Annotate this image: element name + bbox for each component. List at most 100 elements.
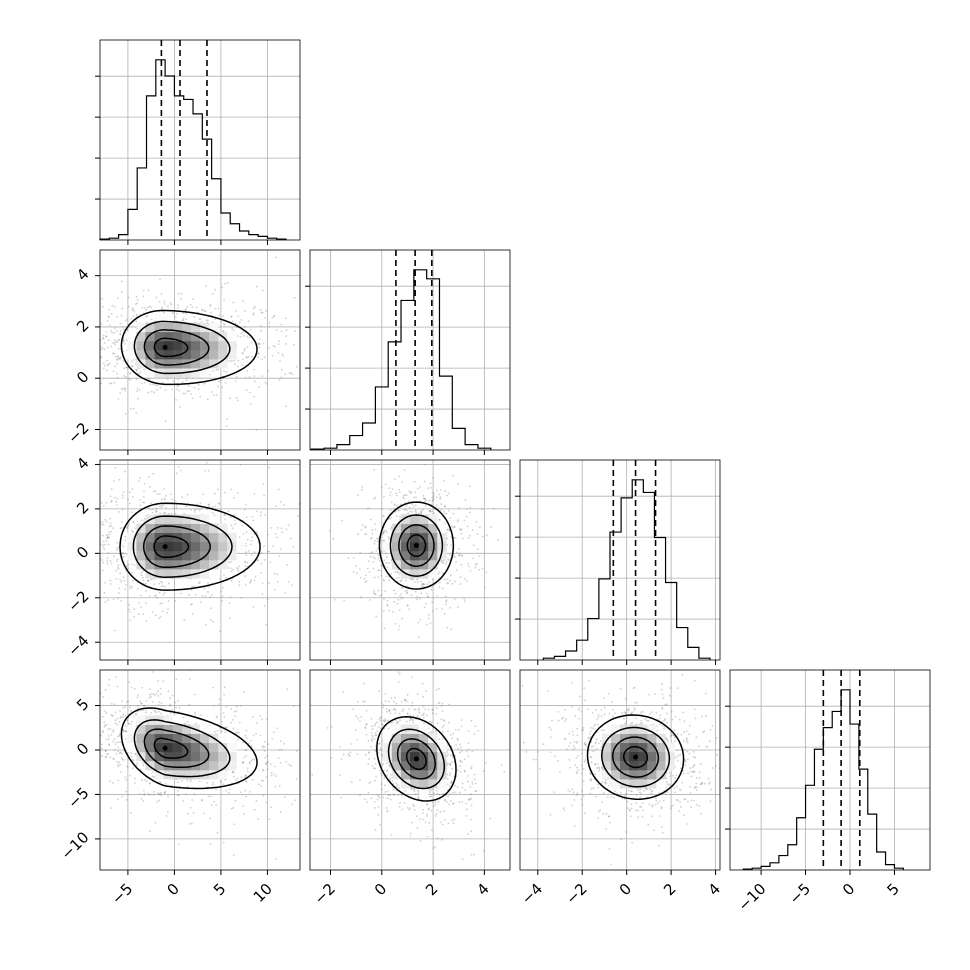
scatter-point [323,551,325,553]
density-cell [190,560,201,570]
scatter-point [95,567,97,569]
scatter-point [108,743,110,746]
scatter-point [280,368,283,371]
scatter-point [153,391,155,394]
scatter-point [154,510,157,513]
scatter-point [443,505,446,508]
scatter-point [111,304,114,307]
scatter-point [435,608,438,610]
scatter-point [470,830,473,833]
scatter-point [243,756,246,759]
scatter-point [360,596,362,598]
scatter-point [235,705,238,708]
scatter-point [117,355,120,358]
scatter-point [219,578,222,580]
scatter-point [181,779,183,782]
scatter-point [161,306,164,309]
density-cell [400,760,411,771]
scatter-point [119,751,122,754]
scatter-point [142,709,144,712]
scatter-point [193,509,196,512]
scatter-point [98,565,100,567]
scatter-point [460,725,463,728]
scatter-point [154,710,156,712]
contour-line [153,535,190,559]
density-cell [181,331,192,342]
density-cell [172,742,183,753]
scatter-point [452,822,455,824]
scatter-point [393,696,396,699]
contour-line [153,737,189,759]
scatter-point [184,308,187,311]
scatter-point [107,316,110,318]
scatter-point [239,321,241,324]
scatter-point [122,328,125,331]
scatter-point [185,505,188,508]
scatter-point [270,774,273,777]
scatter-point [253,492,256,495]
scatter-point [122,729,125,731]
scatter-point [166,378,169,381]
scatter-point [445,560,448,563]
scatter-point [232,568,234,571]
scatter-point [215,803,218,806]
scatter-point [148,782,151,785]
scatter-point [238,731,240,734]
scatter-point [217,380,220,383]
scatter-point [76,495,78,497]
scatter-point [117,566,119,569]
scatter-point [112,370,115,373]
scatter-point [244,780,247,783]
scatter-point [116,297,119,300]
scatter-point [398,509,400,512]
scatter-point [416,714,419,717]
scatter-point [164,512,167,515]
scatter-point [446,626,449,629]
scatter-point [131,720,133,723]
scatter-point [449,772,452,775]
density-cell [209,560,219,570]
density-cell [163,331,174,342]
scatter-point [397,721,399,724]
scatter-point [382,796,385,799]
scatter-point [116,372,118,375]
scatter-point [386,810,388,813]
scatter-point [113,341,116,344]
scatter-point [250,760,253,762]
scatter-point [242,334,245,337]
scatter-point [140,519,143,522]
density-cell [428,541,438,552]
scatter-point [401,617,403,620]
density-cell [154,313,164,324]
scatter-point [394,622,397,625]
scatter-point [219,780,222,783]
scatter-point [115,753,118,755]
scatter-point [210,391,213,393]
scatter-point [127,608,130,611]
scatter-point [205,319,208,322]
density-cell [145,541,155,552]
scatter-point [432,494,435,497]
scatter-point [431,498,434,501]
scatter-point [365,579,368,582]
scatter-point [390,516,393,519]
density-cell [209,331,219,342]
scatter-point [291,803,294,806]
density-cell [437,779,447,789]
scatter-point [199,714,202,716]
scatter-point [84,542,86,544]
scatter-point [356,753,359,756]
scatter-point [419,839,422,842]
scatter-point [460,719,463,721]
scatter-point [258,338,261,341]
scatter-point [221,595,224,598]
scatter-point [446,762,449,765]
density-cell [209,751,219,762]
scatter-point [384,483,387,486]
scatter-point [116,723,119,726]
scatter-point [449,800,452,803]
scatter-point [426,815,428,817]
scatter-point [460,563,463,566]
scatter-point [411,503,414,506]
scatter-point [160,580,163,583]
